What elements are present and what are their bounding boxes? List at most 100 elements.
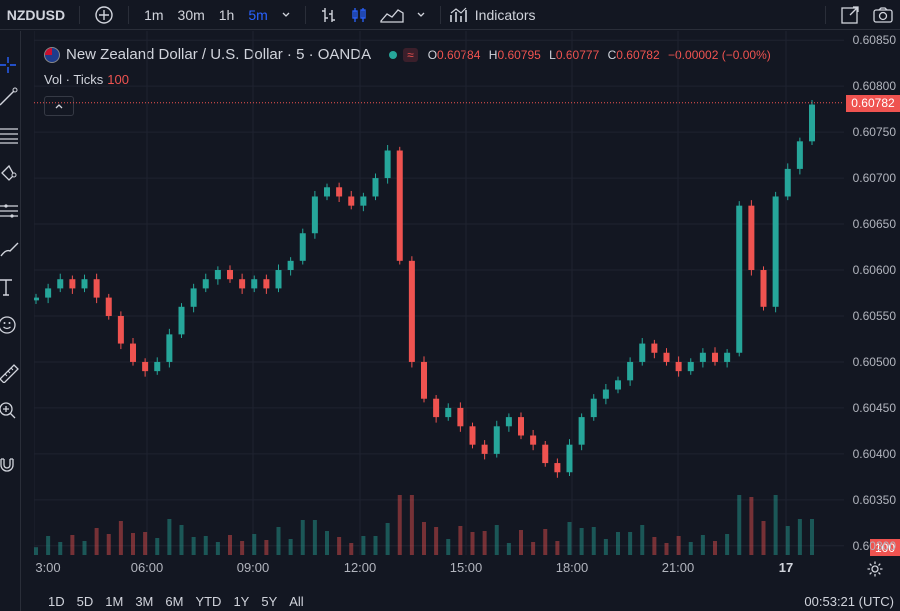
high-value: 0.60795 [497, 47, 541, 62]
volume-bar [652, 537, 657, 555]
candles-chart-type-button[interactable] [344, 6, 374, 24]
candle-body [784, 168, 791, 197]
range-6m[interactable]: 6M [165, 593, 184, 609]
magnet-tool[interactable] [0, 451, 20, 475]
candle-body [736, 205, 743, 353]
volume-bar [725, 534, 730, 555]
text-icon [0, 279, 12, 296]
price-tick-label: 0.60600 [852, 263, 896, 278]
volume-bar [434, 527, 439, 555]
price-chart[interactable] [34, 31, 844, 555]
candle-body [748, 205, 755, 271]
symbol-search[interactable]: ⌕ NZDUSD [0, 7, 65, 23]
interval-1m[interactable]: 1m [144, 6, 164, 23]
candle-body [602, 389, 609, 399]
area-chart-type-button[interactable] [374, 6, 410, 24]
sliders-icon [0, 204, 18, 218]
settings-gear-icon[interactable] [866, 560, 884, 578]
candle-body [34, 297, 39, 301]
interval-dropdown[interactable] [275, 10, 297, 20]
candle-body [275, 270, 282, 289]
price-tick-label: 0.60300 [852, 538, 896, 553]
interval-5m[interactable]: 5m [248, 6, 268, 23]
zoom-in-icon [0, 402, 16, 419]
flag-icon [44, 46, 60, 63]
candle-body [421, 361, 427, 399]
fib-tool[interactable] [0, 123, 20, 147]
emoji-tool[interactable] [0, 313, 20, 337]
trendline-tool[interactable] [0, 85, 20, 109]
forecast-tool[interactable] [0, 199, 20, 223]
range-ytd[interactable]: YTD [195, 593, 222, 609]
divider [128, 5, 130, 24]
volume-bar [82, 541, 87, 555]
candle-body [481, 444, 488, 454]
candle-body [566, 444, 573, 473]
volume-bar [773, 495, 778, 555]
symbol-label: NZDUSD [6, 6, 66, 23]
time-axis[interactable]: 3:00 06:00 09:00 12:00 15:00 18:00 21:00 17 [34, 555, 844, 581]
volume-bar [422, 522, 426, 555]
volume-bar [203, 536, 208, 555]
candle-body [299, 233, 306, 261]
candle-body [530, 435, 537, 445]
range-3m[interactable]: 3M [135, 593, 154, 609]
wave-button[interactable]: ≈ [403, 47, 418, 62]
price-tick-label: 0.60800 [852, 79, 896, 94]
range-1m[interactable]: 1M [105, 593, 124, 609]
crosshair-tool[interactable] [0, 53, 20, 77]
candle-body [627, 361, 634, 381]
volume-bar [312, 520, 317, 555]
volume-bar [228, 535, 232, 555]
price-axis[interactable]: 0.60782 100 0.60850 0.60800 0.60750 0.60700… [844, 31, 900, 556]
indicators-button[interactable]: Indicators [449, 6, 536, 24]
volume-legend[interactable]: Vol · Ticks 100 [44, 72, 129, 87]
volume-bar [749, 497, 754, 555]
chart-type-dropdown[interactable] [410, 10, 432, 20]
candle-body [105, 297, 112, 316]
text-tool[interactable] [0, 275, 20, 299]
volume-bar [785, 526, 790, 555]
add-symbol-button[interactable] [88, 5, 120, 25]
interval-1h[interactable]: 1h [218, 6, 235, 23]
candle-body [287, 260, 294, 271]
pattern-tool[interactable] [0, 161, 20, 185]
price-tick-label: 0.60700 [852, 171, 896, 186]
bar-chart-type-button[interactable] [314, 6, 344, 24]
collapse-legend-button[interactable] [44, 96, 74, 116]
measure-tool[interactable] [0, 361, 20, 385]
instrument-title[interactable]: New Zealand Dollar / U.S. Dollar · 5 · O… [66, 46, 372, 63]
utc-clock[interactable]: 00:53:21 (UTC) [804, 594, 894, 609]
range-all[interactable]: All [289, 593, 304, 609]
candle-body [372, 178, 379, 197]
candle-body [130, 343, 136, 362]
range-1d[interactable]: 1D [48, 593, 65, 609]
volume-bar [118, 521, 123, 555]
range-5d[interactable]: 5D [76, 593, 94, 609]
volume-bar [640, 525, 645, 555]
volume-bar [797, 519, 802, 555]
low-value: 0.60777 [555, 47, 600, 62]
volume-bar [494, 525, 499, 555]
volume-bar [288, 539, 293, 555]
range-5y[interactable]: 5Y [261, 593, 278, 609]
snapshot-button[interactable] [866, 5, 900, 25]
volume-bar [591, 527, 596, 555]
zoom-tool[interactable] [0, 399, 20, 423]
volume-bar [70, 535, 75, 555]
candle-body [178, 306, 185, 335]
range-1y[interactable]: 1Y [233, 593, 250, 609]
volume-bar [191, 537, 196, 555]
fullscreen-button[interactable] [834, 5, 866, 25]
candle-body [117, 315, 124, 344]
high-label: H [488, 47, 498, 62]
change-value: −0.00002 (−0.00%) [668, 47, 771, 62]
volume-bar [215, 542, 220, 555]
interval-30m[interactable]: 30m [177, 6, 205, 23]
volume-bar [506, 543, 511, 555]
low-label: L [549, 47, 556, 62]
brush-tool[interactable] [0, 237, 20, 261]
plus-circle-icon [95, 5, 113, 24]
time-tick-label: 12:00 [343, 560, 377, 575]
market-status-icon[interactable] [389, 50, 398, 59]
